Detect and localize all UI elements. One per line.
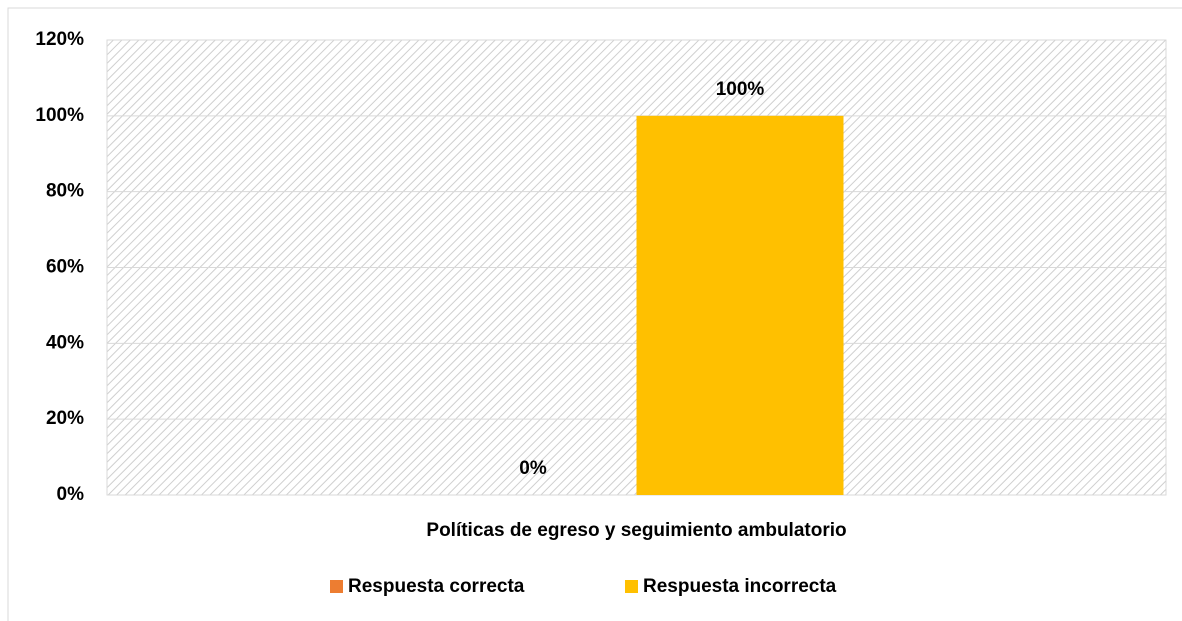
bar [636, 115, 844, 495]
y-tick-label: 0% [57, 484, 85, 505]
legend-swatch [330, 580, 343, 593]
y-tick-label: 100% [35, 105, 84, 126]
y-tick-label: 80% [46, 181, 84, 202]
x-tick-label: Políticas de egreso y seguimiento ambula… [426, 520, 846, 541]
legend-label: Respuesta correcta [348, 576, 525, 597]
legend-label: Respuesta incorrecta [643, 576, 837, 597]
y-tick-label: 120% [35, 29, 84, 50]
y-tick-label: 60% [46, 257, 84, 278]
data-label: 0% [519, 458, 547, 479]
y-tick-label: 20% [46, 408, 84, 429]
data-label: 100% [716, 79, 765, 100]
y-tick-label: 40% [46, 332, 84, 353]
legend-swatch [625, 580, 638, 593]
